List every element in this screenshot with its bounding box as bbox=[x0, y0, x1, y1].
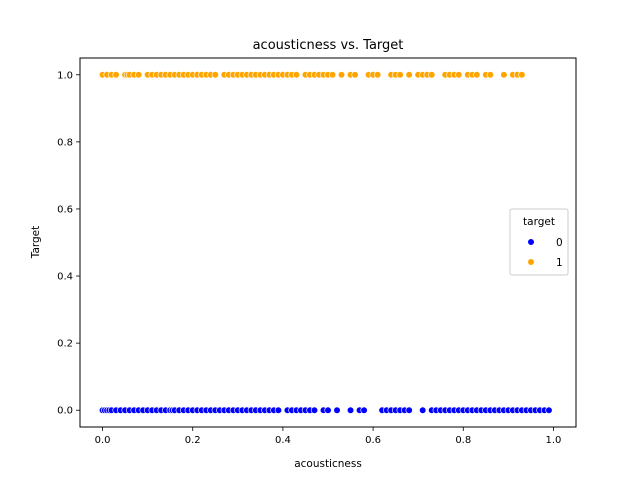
legend-title: target bbox=[523, 216, 555, 228]
legend-marker-1 bbox=[527, 258, 535, 266]
legend-marker-0 bbox=[527, 238, 535, 246]
y-tick-label: 0.0 bbox=[57, 406, 73, 417]
x-tick-label: 0.2 bbox=[185, 435, 201, 446]
scatter-point-0 bbox=[405, 406, 413, 414]
data-points bbox=[98, 71, 553, 414]
scatter-point-1 bbox=[337, 71, 346, 79]
scatter-point-0 bbox=[360, 406, 368, 414]
scatter-point-0 bbox=[333, 406, 341, 414]
y-axis-label: Target bbox=[30, 226, 42, 259]
y-axis-ticks: 0.0 0.2 0.4 0.6 0.8 1.0 bbox=[57, 70, 80, 417]
x-tick-label: 0.8 bbox=[455, 435, 471, 446]
x-tick-label: 1.0 bbox=[546, 435, 562, 446]
scatter-point-0 bbox=[324, 406, 332, 414]
scatter-point-1 bbox=[455, 71, 463, 79]
scatter-point-1 bbox=[428, 71, 436, 79]
x-tick-label: 0.4 bbox=[275, 435, 291, 446]
scatter-point-1 bbox=[500, 71, 508, 79]
scatter-point-1 bbox=[518, 71, 526, 79]
scatter-point-1 bbox=[473, 71, 481, 79]
scatter-point-0 bbox=[310, 406, 319, 414]
plot-frame bbox=[79, 57, 577, 428]
y-tick-label: 0.4 bbox=[57, 272, 73, 283]
y-tick-label: 0.8 bbox=[57, 137, 73, 148]
chart-title: acousticness vs. Target bbox=[253, 38, 404, 53]
scatter-point-0 bbox=[346, 406, 355, 414]
y-tick-label: 0.2 bbox=[57, 339, 73, 350]
x-axis-ticks: 0.0 0.2 0.4 0.6 0.8 1.0 bbox=[95, 427, 562, 446]
y-tick-label: 1.0 bbox=[57, 70, 73, 81]
scatter-point-1 bbox=[211, 71, 219, 79]
scatter-point-0 bbox=[545, 406, 553, 414]
legend-box bbox=[509, 208, 569, 276]
y-tick-label: 0.6 bbox=[57, 204, 73, 215]
scatter-point-1 bbox=[374, 71, 382, 79]
x-tick-label: 0.6 bbox=[365, 435, 381, 446]
scatter-point-0 bbox=[274, 406, 283, 414]
scatter-point-1 bbox=[396, 71, 404, 79]
legend: target 0 1 bbox=[509, 208, 569, 276]
x-axis-label: acousticness bbox=[294, 458, 362, 470]
legend-label-0: 0 bbox=[556, 237, 563, 249]
scatter-point-1 bbox=[351, 71, 359, 79]
scatter-point-1 bbox=[292, 71, 301, 79]
legend-label-1: 1 bbox=[556, 257, 563, 269]
scatter-point-1 bbox=[328, 71, 337, 79]
x-tick-label: 0.0 bbox=[95, 435, 111, 446]
scatter-point-1 bbox=[135, 71, 143, 79]
scatter-point-0 bbox=[419, 406, 427, 414]
scatter-point-1 bbox=[405, 71, 413, 79]
scatter-point-1 bbox=[112, 71, 120, 79]
scatter-point-1 bbox=[486, 71, 494, 79]
